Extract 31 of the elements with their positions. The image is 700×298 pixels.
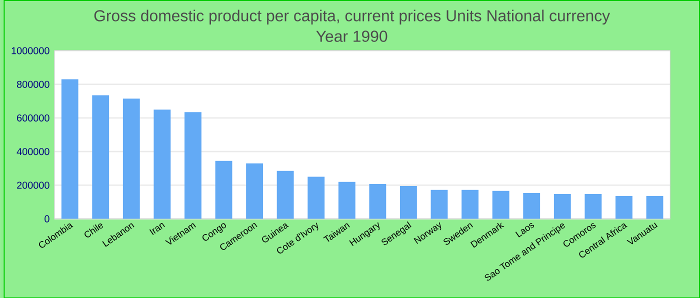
x-tick-label: Laos bbox=[515, 222, 534, 238]
bar bbox=[154, 109, 171, 219]
bar bbox=[554, 194, 571, 219]
bar bbox=[92, 95, 110, 219]
y-tick-label: 1000000 bbox=[12, 47, 50, 54]
bar bbox=[338, 182, 356, 219]
x-tick-label: Iran bbox=[149, 222, 165, 235]
bar bbox=[122, 98, 140, 219]
bar bbox=[400, 186, 417, 219]
bar bbox=[308, 176, 325, 219]
chart-title: Gross domestic product per capita, current prices Units National currency bbox=[94, 9, 610, 24]
bar bbox=[523, 192, 540, 219]
bar bbox=[215, 160, 232, 219]
bar bbox=[184, 112, 202, 219]
bar bbox=[492, 190, 510, 219]
bar bbox=[616, 196, 632, 219]
bar bbox=[646, 196, 664, 219]
bar bbox=[462, 190, 479, 219]
y-tick-label: 0 bbox=[44, 215, 50, 222]
y-tick-label: 600000 bbox=[17, 114, 50, 122]
bar bbox=[276, 170, 294, 219]
bar bbox=[246, 163, 264, 219]
bar bbox=[584, 194, 602, 219]
bar bbox=[430, 190, 448, 219]
x-tick-label: Chile bbox=[84, 223, 104, 238]
y-tick-label: 400000 bbox=[16, 148, 50, 155]
bar bbox=[369, 184, 386, 219]
chart-subtitle: Year 1990 bbox=[316, 30, 388, 42]
y-tick-label: 800000 bbox=[16, 80, 50, 88]
bar bbox=[61, 79, 78, 219]
y-tick-label: 200000 bbox=[17, 181, 50, 189]
